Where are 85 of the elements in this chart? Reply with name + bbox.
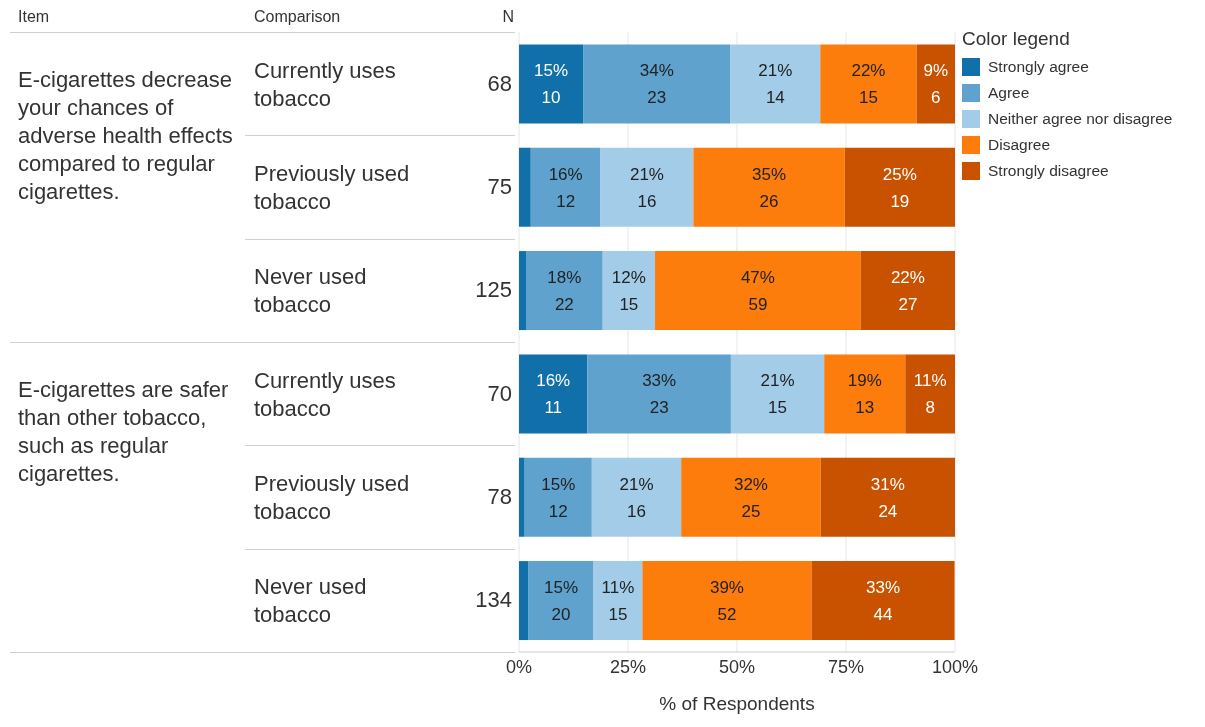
x-axis-title: % of Respondents: [659, 693, 815, 714]
data-label: 22% 15: [851, 61, 886, 108]
data-label: 12% 15: [611, 268, 646, 315]
bar: [811, 561, 955, 641]
legend-label: Strongly agree: [988, 58, 1089, 76]
data-label: 11% 15: [601, 578, 635, 625]
legend-label: Neither agree nor disagree: [988, 110, 1173, 128]
y-tick-label: Never used tobacco: [254, 264, 367, 318]
bar: [591, 457, 682, 537]
bar: [519, 457, 525, 537]
bar: [730, 354, 825, 434]
y-tick-label: Previously used tobacco: [254, 471, 410, 524]
x-tick-label: 0%: [505, 656, 533, 677]
data-label: 21% 15: [760, 371, 795, 418]
data-label: 11% 8: [913, 371, 947, 418]
data-label: 21% 16: [629, 164, 664, 211]
text: Item: [18, 8, 50, 26]
y-tick-label: Currently uses tobacco: [254, 367, 396, 421]
bar: [681, 457, 821, 537]
bar: [530, 147, 601, 227]
data-label: 21% 14: [758, 61, 793, 108]
data-label: 47% 59: [740, 268, 775, 315]
data-label: 18% 22: [547, 268, 582, 315]
data-label: 34% 23: [639, 61, 674, 108]
text: E-cigarettes are safer than other tobacco, such as regular cigarettes.: [18, 376, 230, 488]
data-label: 22% 27: [890, 268, 925, 315]
data-label: 15% 20: [544, 578, 579, 625]
text: Comparison: [254, 8, 341, 26]
bar: [916, 44, 955, 124]
data-label: 9% 6: [923, 61, 949, 108]
data-label: 16% 12: [548, 164, 583, 211]
text: 78: [486, 483, 512, 511]
bar: [824, 354, 906, 434]
data-label: 39% 52: [709, 578, 744, 625]
data-label: 16% 11: [536, 371, 571, 418]
bar: [693, 147, 845, 227]
text: 75: [486, 173, 512, 201]
legend-label: Strongly disagree: [988, 162, 1109, 180]
text: 70: [486, 379, 512, 408]
text: 125: [474, 276, 512, 305]
x-tick-label: 75%: [827, 656, 865, 677]
data-label: 33% 23: [642, 371, 677, 418]
bar: [519, 147, 531, 227]
data-label: 31% 24: [870, 474, 905, 521]
y-tick-label: Currently uses tobacco: [254, 57, 396, 111]
bar: [730, 44, 821, 124]
data-label: 25% 19: [882, 164, 917, 211]
bar: [587, 354, 731, 434]
legend-label: Agree: [988, 84, 1030, 102]
bar: [655, 251, 861, 331]
bar: [525, 251, 603, 331]
bar: [519, 44, 584, 124]
data-label: 33% 44: [866, 578, 901, 625]
bar: [593, 561, 643, 641]
bar: [528, 561, 594, 641]
data-label: 15% 12: [541, 474, 576, 521]
x-tick-label: 50%: [718, 656, 756, 677]
y-tick-label: Never used tobacco: [254, 574, 367, 628]
data-label: 21% 16: [619, 474, 654, 521]
bar: [642, 561, 812, 641]
text: 68: [486, 69, 512, 98]
bar: [820, 44, 917, 124]
x-tick-label: 100%: [931, 656, 979, 677]
bar: [519, 561, 529, 641]
bar: [519, 354, 588, 434]
text: 134: [474, 586, 512, 615]
legend-label: Disagree: [988, 136, 1051, 154]
text: E-cigarettes decrease your chances of adverse health effects compared to regular cigarettes.: [18, 66, 233, 206]
data-label: 19% 13: [847, 371, 882, 418]
text: N: [501, 8, 514, 26]
legend-title: Color legend: [962, 28, 1071, 50]
data-label: 35% 26: [752, 164, 787, 211]
bar: [844, 147, 955, 227]
bar: [519, 251, 526, 331]
y-tick-label: Previously used tobacco: [254, 161, 410, 214]
bar: [602, 251, 656, 331]
bar: [583, 44, 731, 124]
bar: [860, 251, 955, 331]
data-label: 15% 10: [534, 61, 569, 108]
bar: [524, 457, 592, 537]
data-label: 32% 25: [733, 474, 768, 521]
x-tick-label: 25%: [609, 656, 647, 677]
bar: [905, 354, 955, 434]
bar: [820, 457, 955, 537]
bar: [600, 147, 694, 227]
